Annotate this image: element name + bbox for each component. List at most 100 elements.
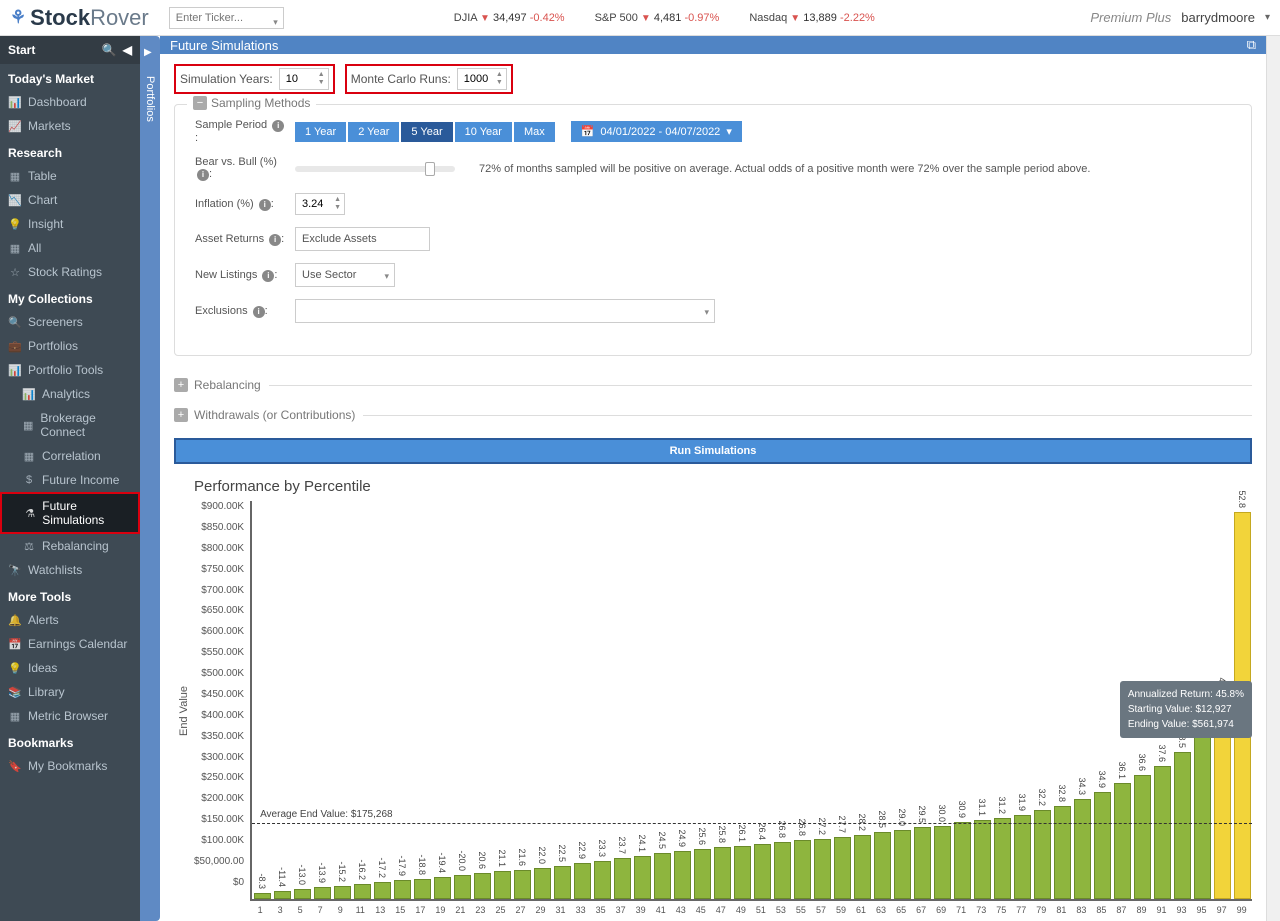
sidebar-item[interactable]: 📊Portfolio Tools <box>0 358 140 382</box>
chart-bar[interactable]: 22.0 <box>532 868 552 899</box>
exclusions-select[interactable] <box>295 299 715 323</box>
info-icon[interactable]: i <box>272 120 284 132</box>
chart-bar[interactable]: -17.9 <box>392 880 412 899</box>
chart-bar[interactable]: 28.5 <box>872 832 892 899</box>
period-button[interactable]: 1 Year <box>295 122 346 142</box>
chart-bar[interactable]: 20.6 <box>472 873 492 899</box>
spinner-icon[interactable]: ▲▼ <box>496 71 503 87</box>
chart-bar[interactable]: 30.0 <box>932 826 952 899</box>
chart-bar[interactable]: 26.8 <box>772 842 792 899</box>
chart-bar[interactable]: 21.1 <box>492 871 512 899</box>
chart-bar[interactable]: 36.6 <box>1132 775 1152 899</box>
scrollbar[interactable] <box>1266 36 1280 921</box>
chart-bar[interactable]: 24.5 <box>652 853 672 899</box>
sidebar-item[interactable]: 📚Library <box>0 680 140 704</box>
sidebar-item[interactable]: 🔔Alerts <box>0 608 140 632</box>
sampling-legend[interactable]: − Sampling Methods <box>187 96 316 110</box>
chart-bar[interactable]: -17.2 <box>372 882 392 899</box>
sidebar-item[interactable]: 🔭Watchlists <box>0 558 140 582</box>
chart-bar[interactable]: 31.9 <box>1012 815 1032 899</box>
bear-bull-slider[interactable] <box>295 166 455 172</box>
chart-bar[interactable]: 30.9 <box>952 822 972 899</box>
expand-icon[interactable]: + <box>174 408 188 422</box>
chart-bar[interactable]: 29.5 <box>912 827 932 899</box>
chart-bar[interactable]: 32.8 <box>1052 806 1072 899</box>
sidebar-item[interactable]: ▦All <box>0 236 140 260</box>
chart-bar[interactable]: 24.1 <box>632 856 652 899</box>
search-icon[interactable]: 🔍 <box>102 43 117 57</box>
chart-bar[interactable]: 25.6 <box>692 849 712 899</box>
chart-bar[interactable]: -19.4 <box>432 877 452 899</box>
info-icon[interactable]: i <box>253 306 265 318</box>
asset-returns-input[interactable] <box>295 227 430 251</box>
date-range-button[interactable]: 📅 04/01/2022 - 04/07/2022 ▾ <box>571 121 742 142</box>
chart-bar[interactable]: 23.7 <box>612 858 632 899</box>
sidebar-item[interactable]: 💼Portfolios <box>0 334 140 358</box>
sidebar-item[interactable]: 📉Chart <box>0 188 140 212</box>
chart-bar[interactable]: 34.9 <box>1092 792 1112 899</box>
sidebar-item[interactable]: 📈Markets <box>0 114 140 138</box>
sidebar-item[interactable]: ▦Metric Browser <box>0 704 140 728</box>
sidebar-item[interactable]: 💡Ideas <box>0 656 140 680</box>
period-button[interactable]: 5 Year <box>401 122 452 142</box>
chart-bar[interactable]: 22.5 <box>552 866 572 899</box>
chart-bar[interactable]: 22.9 <box>572 863 592 899</box>
portfolios-tab[interactable]: ▶ Portfolios <box>140 36 160 921</box>
sidebar-item[interactable]: 📊Dashboard <box>0 90 140 114</box>
chart-bar[interactable]: -13.9 <box>312 887 332 899</box>
chart-bar[interactable]: 37.6 <box>1152 766 1172 899</box>
chart-bar[interactable]: 31.2 <box>992 818 1012 899</box>
chart-bar[interactable]: -11.4 <box>272 891 292 899</box>
info-icon[interactable]: i <box>262 270 274 282</box>
sidebar-start[interactable]: Start 🔍 ◀ <box>0 36 140 64</box>
chart-bar[interactable]: 27.2 <box>812 839 832 899</box>
ticker-search[interactable]: ▾ <box>149 7 284 29</box>
info-icon[interactable]: i <box>259 199 271 211</box>
sidebar-item[interactable]: ☆Stock Ratings <box>0 260 140 284</box>
user-area[interactable]: Premium Plus barrydmoore ▾ <box>1090 10 1270 25</box>
withdrawals-section[interactable]: + Withdrawals (or Contributions) <box>174 408 1252 422</box>
sidebar-item[interactable]: 📅Earnings Calendar <box>0 632 140 656</box>
spinner-icon[interactable]: ▲▼ <box>318 71 325 87</box>
chart-bar[interactable]: 23.3 <box>592 861 612 899</box>
sidebar-item[interactable]: ▦Table <box>0 164 140 188</box>
chart-bar[interactable]: 26.4 <box>752 844 772 899</box>
info-icon[interactable]: i <box>269 234 281 246</box>
chart-bar[interactable]: 31.1 <box>972 820 992 899</box>
chevron-left-icon[interactable]: ◀ <box>123 43 132 57</box>
rebalancing-section[interactable]: + Rebalancing <box>174 378 1252 392</box>
chart-bar[interactable]: 25.8 <box>712 847 732 899</box>
sidebar-item-future-simulations[interactable]: ⚗Future Simulations <box>0 492 140 534</box>
sidebar-item[interactable]: 🔖My Bookmarks <box>0 754 140 778</box>
period-button[interactable]: 10 Year <box>455 122 512 142</box>
sidebar-subitem[interactable]: ⚖Rebalancing <box>0 534 140 558</box>
chart-bar[interactable]: -16.2 <box>352 884 372 899</box>
spinner-icon[interactable]: ▲▼ <box>334 196 341 212</box>
sidebar-subitem[interactable]: ▦Brokerage Connect <box>0 406 140 444</box>
chart-bar[interactable]: 21.6 <box>512 870 532 899</box>
chart-bar[interactable]: 26.8 <box>792 840 812 899</box>
chart-bar[interactable]: 24.9 <box>672 851 692 899</box>
chart-bar[interactable]: 34.3 <box>1072 799 1092 899</box>
chart-bar[interactable]: -8.3 <box>252 893 272 899</box>
chart-bar[interactable]: 27.7 <box>832 837 852 899</box>
chart-bar[interactable]: 29.0 <box>892 830 912 899</box>
popout-icon[interactable]: ⧉ <box>1247 37 1256 53</box>
chart-bar[interactable]: -15.2 <box>332 886 352 899</box>
sidebar-subitem[interactable]: $Future Income <box>0 468 140 492</box>
collapse-icon[interactable]: − <box>193 96 207 110</box>
chart-bar[interactable]: 38.5 <box>1172 752 1192 899</box>
chart-bar[interactable]: -18.8 <box>412 879 432 899</box>
chart-bar[interactable]: -20.0 <box>452 875 472 899</box>
info-icon[interactable]: i <box>197 169 209 181</box>
expand-icon[interactable]: + <box>174 378 188 392</box>
new-listings-select[interactable] <box>295 263 395 287</box>
sidebar-item[interactable]: 🔍Screeners <box>0 310 140 334</box>
chart-bar[interactable]: 40.0 <box>1192 730 1212 899</box>
period-button[interactable]: 2 Year <box>348 122 399 142</box>
sidebar-subitem[interactable]: 📊Analytics <box>0 382 140 406</box>
sidebar-subitem[interactable]: ▦Correlation <box>0 444 140 468</box>
chart-bar[interactable]: 36.1 <box>1112 783 1132 899</box>
run-simulations-button[interactable]: Run Simulations <box>174 438 1252 464</box>
period-button[interactable]: Max <box>514 122 555 142</box>
